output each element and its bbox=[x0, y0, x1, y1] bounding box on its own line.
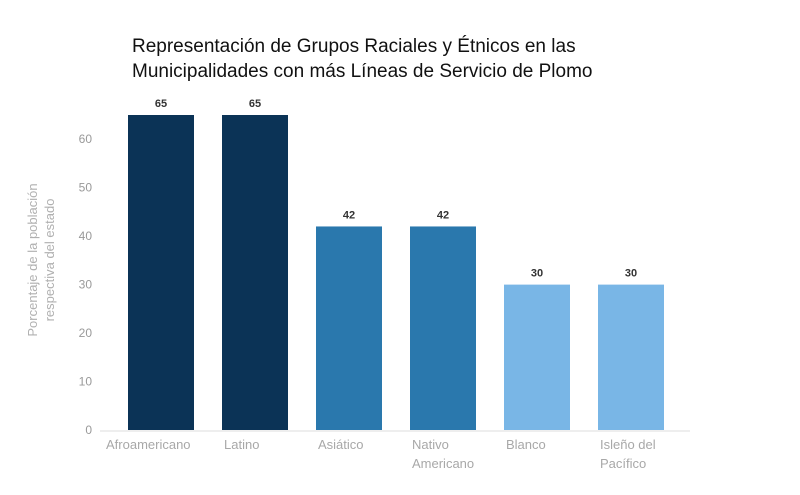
chart-title: Representación de Grupos Raciales y Étni… bbox=[132, 34, 752, 84]
value-label: 65 bbox=[155, 98, 167, 110]
y-axis-label: Porcentaje de la población respectiva de… bbox=[25, 183, 57, 336]
y-tick-label: 40 bbox=[79, 229, 93, 243]
bar bbox=[316, 226, 382, 430]
y-tick-label: 60 bbox=[79, 132, 93, 146]
chart-title-line-2: Municipalidades con más Líneas de Servic… bbox=[132, 61, 593, 82]
y-axis-ticks: 0 10 20 30 40 50 60 bbox=[79, 132, 93, 437]
y-tick-label: 30 bbox=[79, 278, 93, 292]
bars bbox=[128, 115, 664, 430]
y-tick-label: 20 bbox=[79, 326, 93, 340]
y-tick-label: 10 bbox=[79, 375, 93, 389]
category-label: Latino bbox=[224, 437, 259, 452]
value-label: 42 bbox=[437, 209, 449, 221]
bar bbox=[598, 284, 664, 430]
category-label: Americano bbox=[412, 456, 474, 471]
value-label: 30 bbox=[625, 268, 637, 280]
value-labels: 65 65 42 42 30 30 bbox=[155, 98, 637, 280]
category-label: Nativo bbox=[412, 437, 449, 452]
bar bbox=[222, 115, 288, 430]
category-label: Asiático bbox=[318, 437, 364, 452]
bar bbox=[128, 115, 194, 430]
category-label: Blanco bbox=[506, 437, 546, 452]
y-tick-label: 50 bbox=[79, 181, 93, 195]
y-axis-label-line-1: Porcentaje de la población bbox=[25, 183, 40, 336]
value-label: 65 bbox=[249, 98, 261, 110]
y-axis-label-line-2: respectiva del estado bbox=[42, 199, 57, 322]
category-label: Pacífico bbox=[600, 456, 646, 471]
chart-title-line-1: Representación de Grupos Raciales y Étni… bbox=[132, 36, 576, 57]
bar bbox=[410, 226, 476, 430]
value-label: 42 bbox=[343, 209, 355, 221]
category-label: Afroamericano bbox=[106, 437, 191, 452]
y-tick-label: 0 bbox=[85, 423, 92, 437]
value-label: 30 bbox=[531, 268, 543, 280]
x-axis-labels: Afroamericano Latino Asiático Nativo America… bbox=[106, 437, 656, 471]
bar bbox=[504, 284, 570, 430]
category-label: Isleño del bbox=[600, 437, 656, 452]
